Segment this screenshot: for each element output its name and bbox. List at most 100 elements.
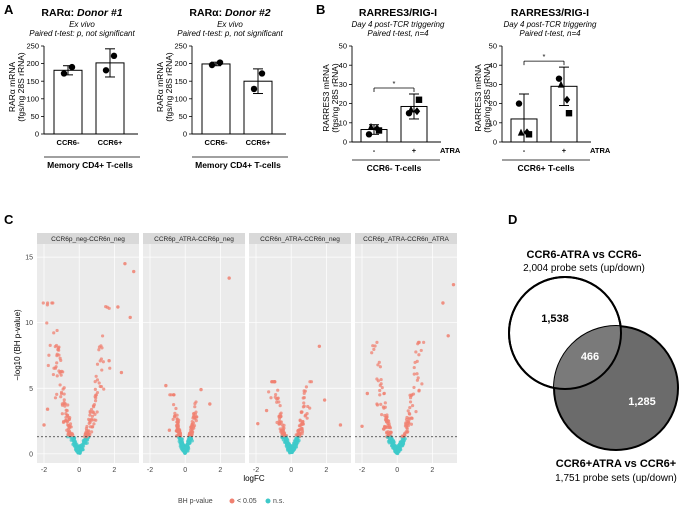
data-point — [410, 403, 415, 408]
chart-subtitle: Day 4 post-TCR triggering — [504, 20, 597, 29]
data-point — [51, 301, 55, 305]
data-point — [87, 429, 91, 433]
data-point — [41, 301, 45, 305]
data-point — [88, 420, 92, 424]
set-b-title: CCR6+ATRA vs CCR6+ — [556, 458, 676, 470]
data-point — [372, 347, 376, 352]
data-point — [175, 417, 179, 421]
data-point — [301, 396, 305, 400]
data-point — [282, 432, 286, 436]
data-point — [55, 354, 59, 358]
data-point — [132, 269, 136, 274]
data-point — [278, 422, 282, 426]
data-point — [80, 448, 84, 452]
data-point — [275, 420, 279, 425]
y-tick-label: 200 — [174, 59, 187, 68]
facet: CCR6p_neg-CCR6n_neg -2 0 2 — [37, 233, 139, 474]
legend-sig-label: < 0.05 — [237, 498, 257, 505]
data-point — [93, 399, 98, 403]
data-point — [375, 340, 379, 344]
data-point — [378, 388, 382, 393]
data-point — [57, 348, 61, 352]
data-point — [88, 413, 92, 417]
data-point — [295, 441, 299, 445]
data-point — [360, 424, 364, 428]
chart-subtitle: Day 4 post-TCR triggering — [352, 20, 445, 29]
data-point — [378, 365, 382, 369]
data-point — [302, 389, 306, 393]
data-point — [100, 368, 104, 372]
data-point — [299, 426, 304, 431]
chart-subtitle: Ex vivo — [217, 20, 243, 29]
group-label: CCR6+ T-cells — [518, 163, 575, 173]
facet-strip — [143, 233, 245, 244]
facet-label: CCR6p_ATRA-CCR6n_ATRA — [363, 236, 449, 243]
data-point — [422, 340, 426, 344]
chart-subtitle-2: Paired t-test, n=4 — [519, 29, 581, 38]
data-point — [55, 328, 59, 333]
data-point — [401, 442, 406, 446]
data-point — [62, 398, 66, 402]
data-point — [108, 366, 112, 370]
set-a-title: CCR6-ATRA vs CCR6- — [527, 249, 642, 261]
data-point — [45, 301, 50, 305]
data-point — [370, 351, 374, 355]
y-tick-label: 50 — [31, 112, 39, 121]
data-point — [104, 305, 108, 309]
points — [41, 261, 136, 455]
y-tick-label: 50 — [179, 112, 187, 121]
only-a-count: 1,538 — [541, 313, 569, 325]
data-point — [417, 388, 421, 392]
data-point — [176, 420, 180, 425]
data-point — [308, 380, 312, 384]
data-point — [184, 446, 188, 450]
data-point — [405, 427, 409, 431]
data-point — [414, 410, 418, 414]
data-point — [64, 408, 68, 412]
data-point — [274, 392, 278, 397]
data-point — [171, 393, 175, 397]
x-tick-label: 0 — [183, 467, 187, 474]
data-point — [80, 442, 84, 447]
data-point — [279, 414, 283, 419]
data-point — [284, 444, 288, 448]
facet-strip — [37, 233, 139, 244]
data-point — [304, 385, 308, 389]
data-point — [382, 392, 386, 396]
data-point — [59, 373, 63, 377]
data-point — [300, 421, 304, 425]
x-tick-label: -2 — [359, 467, 365, 474]
legend: BH p-value < 0.05 n.s. — [178, 498, 284, 505]
data-point — [302, 401, 306, 405]
legend-ns-label: n.s. — [273, 498, 284, 505]
data-point — [384, 425, 388, 429]
data-point — [441, 301, 445, 305]
data-point — [164, 383, 168, 388]
data-point — [67, 417, 71, 422]
y-tick-label: 10 — [339, 118, 347, 127]
panel-letter: A — [4, 2, 14, 17]
y-axis-label: −log10 (BH p-value) — [13, 309, 22, 381]
bar-chart-ccr6-pos: RARRES3/RIG-I Day 4 post-TCR triggering … — [473, 7, 611, 173]
data-point — [409, 422, 414, 426]
data-point — [46, 363, 50, 368]
data-point — [72, 441, 76, 445]
data-point — [92, 422, 96, 426]
y-tick-label: 50 — [339, 42, 347, 51]
data-point — [381, 427, 386, 431]
data-point — [184, 450, 188, 454]
data-point — [119, 370, 124, 375]
data-point — [387, 424, 392, 428]
data-point — [90, 414, 95, 418]
category-label: - — [523, 146, 526, 155]
points — [360, 282, 456, 456]
data-point — [373, 124, 381, 133]
data-point — [180, 437, 184, 442]
data-point — [69, 432, 73, 436]
bar-chart-donor2: RARα: Donor #2 Ex vivo Paired t-test: p,… — [155, 7, 288, 170]
data-point — [373, 344, 377, 348]
data-point — [174, 406, 178, 411]
data-point — [216, 59, 224, 66]
data-point — [377, 360, 381, 364]
